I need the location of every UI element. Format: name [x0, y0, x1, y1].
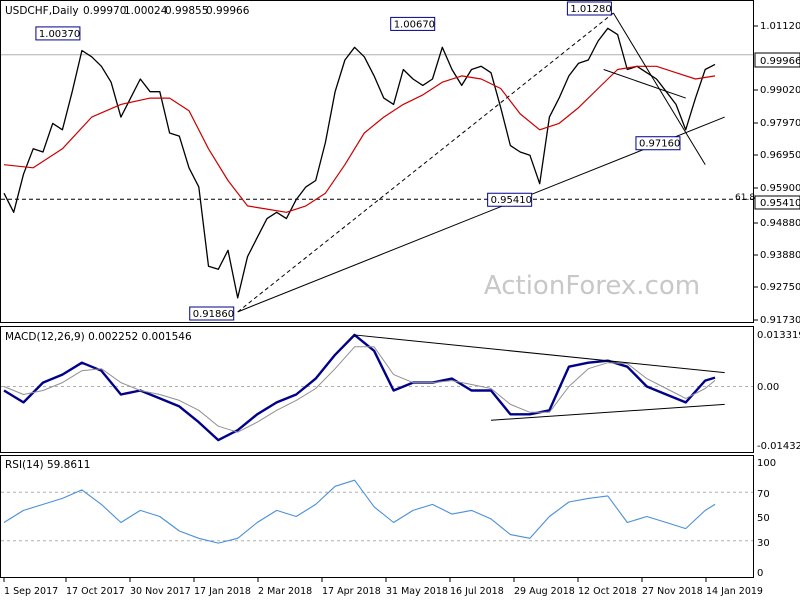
rsi-y-axis: 100 70 50 30 0: [757, 458, 776, 579]
price-tick-current: 0.99966: [760, 56, 800, 67]
macd-y-axis: 0.013319 0.00 -0.014323: [757, 330, 800, 452]
annotation-label-6: 0.97160: [639, 139, 680, 150]
rsi-line: [3, 479, 716, 544]
annotation-label-4: 0.95410: [491, 195, 532, 206]
x-tick-10: 12 Oct 2018: [578, 586, 637, 597]
macd-signal-line: [3, 346, 716, 433]
price-tick-8: 0.93880: [760, 250, 800, 261]
price-tick-4: 0.97970: [760, 118, 800, 129]
ohlc-close: 0.99966: [206, 5, 250, 17]
price-moving-average-line: [3, 65, 716, 213]
chart-title: USDCHF,Daily: [5, 5, 79, 17]
macd-trendline-1: [354, 334, 725, 374]
annotation-label-1: 1.00370: [39, 29, 80, 40]
x-tick-6: 17 Apr 2018: [322, 586, 381, 597]
price-trendline-2: [237, 12, 614, 313]
price-tick-5: 0.96950: [760, 150, 800, 161]
price-tick-10: 0.91730: [760, 315, 800, 326]
level-price-label: 0.95410: [760, 198, 800, 209]
macd-tick-top: 0.013319: [757, 330, 800, 341]
ohlc-open: 0.99970: [83, 5, 126, 17]
annotation-box-5: [566, 1, 612, 16]
price-y-axis: 1.01120 0.99966 0.99020 0.97970 0.96950 …: [754, 21, 800, 326]
ohlc-high: 1.00024: [124, 5, 168, 17]
macd-tick-bottom: -0.014323: [757, 441, 800, 452]
x-tick-1: 1 Sep 2017: [4, 586, 58, 597]
x-axis: 1 Sep 2017 17 Oct 2017 30 Nov 2017 17 Ja…: [3, 578, 763, 597]
x-tick-8: 16 Jul 2018: [450, 586, 504, 597]
rsi-tick-70: 70: [757, 489, 770, 500]
rsi-tick-0: 0: [757, 568, 763, 579]
annotation-box-2: [189, 306, 235, 321]
x-tick-9: 29 Aug 2018: [514, 586, 575, 597]
macd-macd-line: [3, 333, 716, 442]
macd-trendline-2: [490, 403, 725, 421]
annotation-box-1: [35, 26, 81, 41]
annotation-box-3: [390, 16, 436, 31]
macd-tick-zero: 0.00: [757, 382, 779, 393]
rsi-tick-100: 100: [757, 458, 776, 469]
macd-label: MACD(12,26,9) 0.002252 0.001546: [5, 331, 192, 343]
x-tick-5: 2 Mar 2018: [258, 586, 312, 597]
annotation-box-6: [635, 136, 681, 151]
price-tick-6: 0.95900: [760, 183, 800, 194]
x-tick-4: 17 Jan 2018: [194, 586, 251, 597]
x-tick-11: 27 Nov 2018: [642, 586, 703, 597]
ohlc-low: 0.99855: [165, 5, 208, 17]
fib-level-label: 61.8: [735, 193, 755, 203]
price-trendline-4: [603, 69, 686, 99]
current-price-box: [754, 52, 800, 68]
price-tick-9: 0.92750: [760, 282, 800, 293]
price-tick-7: 0.94880: [760, 218, 800, 229]
x-tick-12: 14 Jan 2019: [706, 586, 763, 597]
rsi-panel-frame: [0, 455, 754, 578]
price-panel-frame: [0, 0, 754, 323]
rsi-label: RSI(14) 59.8611: [5, 459, 90, 471]
rsi-tick-30: 30: [757, 538, 770, 549]
x-tick-2: 17 Oct 2017: [66, 586, 125, 597]
annotation-box-4: [487, 192, 533, 207]
x-tick-7: 31 May 2018: [386, 586, 448, 597]
price-tick-3: 0.99020: [760, 85, 800, 96]
annotation-label-2: 0.91860: [193, 309, 234, 320]
annotation-label-5: 1.01280: [570, 4, 611, 15]
rsi-tick-50: 50: [757, 513, 770, 524]
level-price-box: [754, 195, 800, 210]
macd-panel-frame: [0, 326, 754, 453]
price-close-line: [3, 27, 716, 299]
price-tick-1: 1.01120: [760, 21, 800, 32]
watermark: ActionForex.com: [484, 271, 700, 301]
annotation-label-3: 1.00670: [394, 19, 435, 30]
x-tick-3: 30 Nov 2017: [130, 586, 191, 597]
